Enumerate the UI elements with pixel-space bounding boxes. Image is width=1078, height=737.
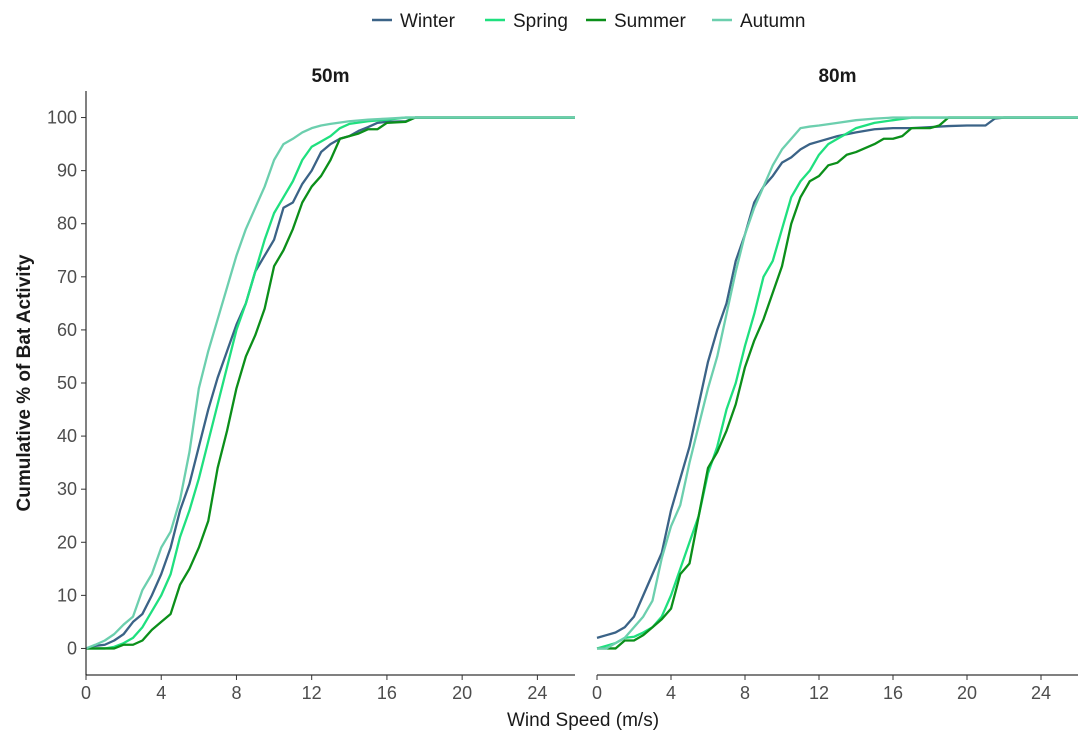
facet-title: 80m [818, 66, 856, 87]
facet-title: 50m [311, 66, 349, 87]
x-tick-label: 4 [156, 683, 166, 703]
y-tick-label: 100 [47, 108, 77, 128]
x-tick-label: 24 [527, 683, 547, 703]
x-tick-label: 12 [302, 683, 322, 703]
facet-panel-80m: 80m 0 4 8 12 16 20 24 [592, 66, 1078, 703]
series-line-autumn [85, 116, 575, 650]
y-tick-label: 60 [57, 320, 77, 340]
y-axis-title: Cumulative % of Bat Activity [14, 254, 35, 511]
x-tick-label: 16 [883, 683, 903, 703]
y-tick-label: 10 [57, 585, 77, 605]
x-tick-label: 20 [957, 683, 977, 703]
series-line-winter [596, 116, 1078, 639]
legend-label-autumn: Autumn [740, 11, 805, 32]
y-tick-label: 50 [57, 373, 77, 393]
series-line-autumn [597, 116, 1078, 650]
x-axis-title: Wind Speed (m/s) [507, 710, 659, 731]
y-tick-label: 0 [67, 638, 77, 658]
x-tick-label: 12 [809, 683, 829, 703]
series-line-spring [86, 116, 575, 650]
y-tick-label: 70 [57, 267, 77, 287]
legend-label-spring: Spring [513, 11, 568, 32]
legend: Winter Spring Summer Autumn [372, 11, 805, 32]
legend-label-summer: Summer [614, 11, 686, 32]
y-tick-label: 20 [57, 532, 77, 552]
y-tick-label: 30 [57, 479, 77, 499]
series-line-summer [86, 116, 575, 650]
x-tick-label: 0 [81, 683, 91, 703]
x-tick-label: 20 [452, 683, 472, 703]
x-tick-label: 8 [231, 683, 241, 703]
legend-label-winter: Winter [400, 11, 456, 32]
x-tick-label: 4 [666, 683, 676, 703]
series-line-spring [596, 116, 1078, 650]
y-tick-label: 80 [57, 214, 77, 234]
x-tick-label: 0 [592, 683, 602, 703]
facet-panels: 50m 0 10 20 30 40 50 60 70 80 90 100 0 4 8 12 16 20 24 80m 0… [47, 66, 1078, 703]
x-tick-label: 8 [740, 683, 750, 703]
x-tick-label: 16 [377, 683, 397, 703]
series-line-winter [85, 116, 575, 650]
series-line-summer [597, 116, 1078, 650]
facet-panel-50m: 50m 0 10 20 30 40 50 60 70 80 90 100 0 4 8 12 16 20 24 [47, 66, 575, 703]
y-tick-label: 90 [57, 161, 77, 181]
x-tick-label: 24 [1031, 683, 1051, 703]
y-tick-label: 40 [57, 426, 77, 446]
